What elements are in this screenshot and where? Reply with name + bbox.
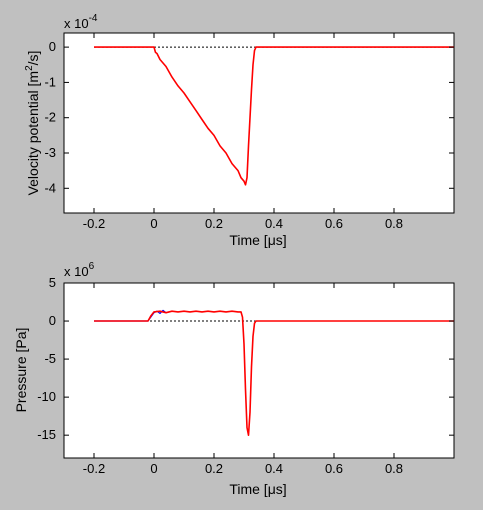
x-tick-label-top: 0.8 bbox=[385, 216, 403, 231]
series-line-top-0 bbox=[94, 46, 454, 186]
x-tick-label-top: 0 bbox=[150, 216, 157, 231]
x-tick-label-top: -0.2 bbox=[83, 216, 105, 231]
x-ticks-top: -0.2 0 0.2 0.4 0.6 0.8 bbox=[83, 33, 403, 231]
y-tick-label-bottom: -15 bbox=[37, 427, 56, 442]
x-tick-label-bottom: 0.6 bbox=[325, 461, 343, 476]
exponent-label-top: x 10-4 bbox=[64, 13, 98, 31]
pressure-plot: -0.2 0 0.2 0.4 0.6 0.8 5 0 -5 -10 -15 x 106 Time … bbox=[13, 261, 455, 497]
x-tick-label-top: 0.2 bbox=[205, 216, 223, 231]
x-axis-label-top: Time [μs] bbox=[229, 232, 286, 248]
x-tick-label-bottom: 0.8 bbox=[385, 461, 403, 476]
y-tick-label-top: -4 bbox=[44, 180, 56, 195]
y-tick-label-bottom: -5 bbox=[44, 351, 56, 366]
x-axis-label-bottom: Time [μs] bbox=[229, 481, 286, 497]
exponent-label-bottom: x 106 bbox=[64, 261, 95, 279]
series-group-top bbox=[94, 46, 454, 186]
x-tick-label-top: 0.4 bbox=[265, 216, 283, 231]
plot-area-bottom bbox=[63, 282, 455, 459]
velocity-potential-plot: -0.2 0 0.2 0.4 0.6 0.8 0 -1 -2 -3 -4 x 10-4 Time … bbox=[24, 13, 455, 248]
x-ticks-bottom: -0.2 0 0.2 0.4 0.6 0.8 bbox=[83, 283, 403, 476]
y-tick-label-top: -2 bbox=[44, 110, 56, 125]
y-tick-label-top: -3 bbox=[44, 145, 56, 160]
y-tick-label-top: 0 bbox=[49, 39, 56, 54]
y-axis-label-top: Velocity potential [m2/s] bbox=[24, 51, 41, 196]
y-tick-label-bottom: -10 bbox=[37, 389, 56, 404]
x-tick-label-bottom: -0.2 bbox=[83, 461, 105, 476]
y-tick-label-bottom: 5 bbox=[49, 275, 56, 290]
series-line-bottom-1 bbox=[94, 310, 454, 437]
y-axis-label-bottom: Pressure [Pa] bbox=[13, 328, 29, 413]
y-ticks-top: 0 -1 -2 -3 -4 bbox=[44, 39, 454, 195]
x-tick-label-bottom: 0.4 bbox=[265, 461, 283, 476]
y-tick-label-bottom: 0 bbox=[49, 313, 56, 328]
x-tick-label-bottom: 0.2 bbox=[205, 461, 223, 476]
series-group-bottom bbox=[94, 309, 454, 437]
x-tick-label-top: 0.6 bbox=[325, 216, 343, 231]
x-tick-label-bottom: 0 bbox=[150, 461, 157, 476]
y-tick-label-top: -1 bbox=[44, 74, 56, 89]
y-ticks-bottom: 5 0 -5 -10 -15 bbox=[37, 275, 454, 442]
plot-area-top bbox=[63, 32, 455, 214]
